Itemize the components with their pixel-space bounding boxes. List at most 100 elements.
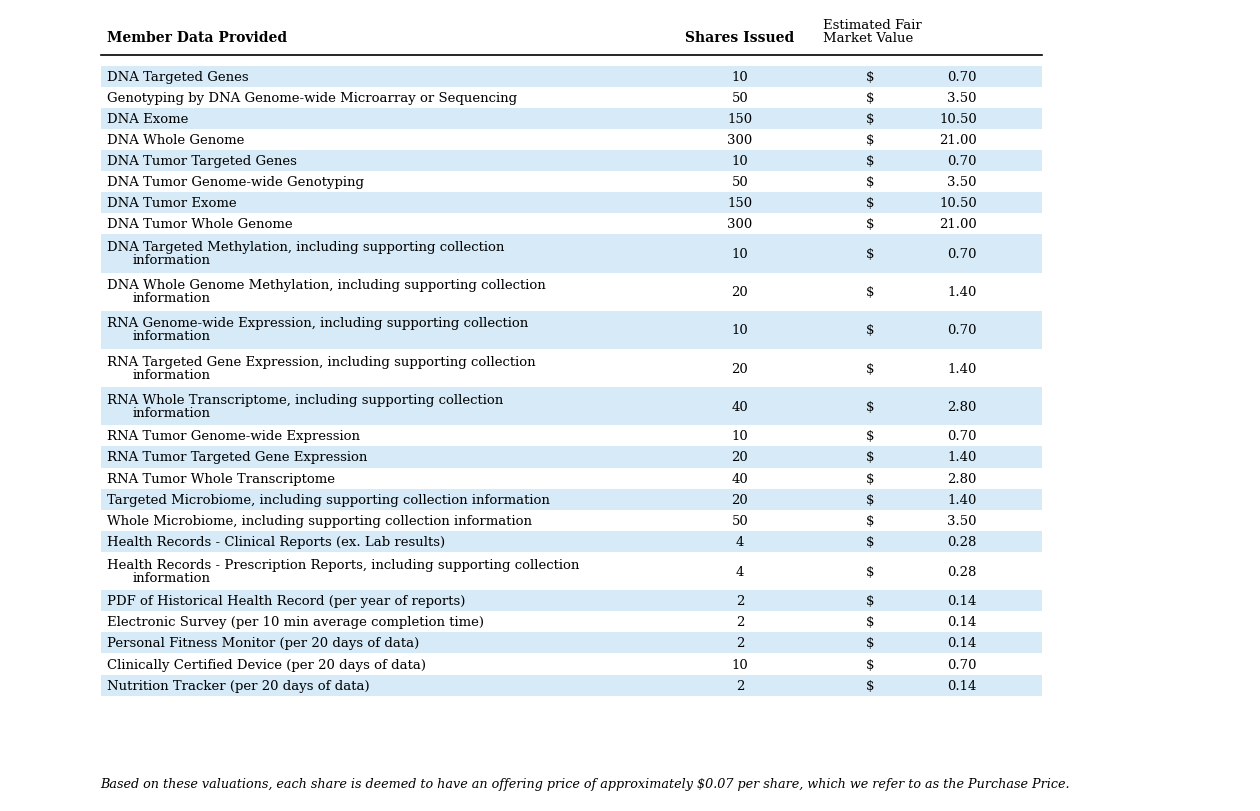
Text: 4: 4: [736, 535, 745, 548]
Text: 0.70: 0.70: [948, 71, 976, 84]
Text: DNA Tumor Genome-wide Genotyping: DNA Tumor Genome-wide Genotyping: [107, 176, 364, 189]
Text: Clinically Certified Device (per 20 days of data): Clinically Certified Device (per 20 days…: [107, 658, 426, 671]
Text: $: $: [866, 176, 874, 189]
Text: 1.40: 1.40: [948, 285, 976, 299]
Text: 10.50: 10.50: [939, 113, 977, 126]
Bar: [101, 151, 1042, 172]
Bar: [101, 531, 1042, 552]
Text: 0.70: 0.70: [948, 247, 976, 261]
Text: 10: 10: [732, 155, 748, 168]
Text: 0.70: 0.70: [948, 324, 976, 337]
Text: $: $: [866, 679, 874, 692]
Text: 1.40: 1.40: [948, 493, 976, 506]
Bar: [101, 109, 1042, 130]
Text: DNA Exome: DNA Exome: [107, 113, 188, 126]
Text: 21.00: 21.00: [939, 218, 977, 231]
Bar: [101, 633, 1042, 654]
Text: DNA Whole Genome: DNA Whole Genome: [107, 134, 244, 147]
Bar: [101, 67, 1042, 88]
Text: 0.70: 0.70: [948, 430, 976, 443]
Text: $: $: [866, 493, 874, 506]
Text: RNA Whole Transcriptome, including supporting collection: RNA Whole Transcriptome, including suppo…: [107, 393, 503, 406]
Text: 150: 150: [727, 113, 752, 126]
Text: $: $: [866, 616, 874, 629]
Text: information: information: [132, 292, 210, 305]
Text: $: $: [866, 218, 874, 231]
Text: 2: 2: [736, 637, 745, 650]
Text: DNA Tumor Exome: DNA Tumor Exome: [107, 197, 236, 210]
Text: $: $: [866, 594, 874, 607]
Text: 2: 2: [736, 616, 745, 629]
Text: $: $: [866, 134, 874, 147]
Text: $: $: [866, 451, 874, 464]
Bar: [101, 447, 1042, 468]
Text: 10: 10: [732, 324, 748, 337]
Text: $: $: [866, 400, 874, 414]
Text: $: $: [866, 71, 874, 84]
Bar: [101, 388, 1042, 426]
Text: 10: 10: [732, 71, 748, 84]
Text: RNA Tumor Targeted Gene Expression: RNA Tumor Targeted Gene Expression: [107, 451, 367, 464]
Text: $: $: [866, 472, 874, 485]
Text: Estimated Fair: Estimated Fair: [823, 19, 921, 32]
Text: information: information: [132, 330, 210, 343]
Text: Market Value: Market Value: [823, 32, 914, 45]
Text: 10: 10: [732, 430, 748, 443]
Text: 0.70: 0.70: [948, 155, 976, 168]
Bar: [101, 489, 1042, 510]
Bar: [101, 675, 1042, 696]
Text: PDF of Historical Health Record (per year of reports): PDF of Historical Health Record (per yea…: [107, 594, 465, 607]
Text: Based on these valuations, each share is deemed to have an offering price of app: Based on these valuations, each share is…: [101, 777, 1070, 790]
Text: information: information: [132, 368, 210, 381]
Text: Genotyping by DNA Genome-wide Microarray or Sequencing: Genotyping by DNA Genome-wide Microarray…: [107, 92, 517, 105]
Text: Nutrition Tracker (per 20 days of data): Nutrition Tracker (per 20 days of data): [107, 679, 369, 692]
Text: 10: 10: [732, 658, 748, 671]
Text: 3.50: 3.50: [948, 92, 976, 105]
Text: 20: 20: [732, 285, 748, 299]
Text: 2.80: 2.80: [948, 400, 976, 414]
Text: $: $: [866, 514, 874, 527]
Text: 10.50: 10.50: [939, 197, 977, 210]
Text: 3.50: 3.50: [948, 176, 976, 189]
Bar: [101, 235, 1042, 273]
Text: information: information: [132, 571, 210, 584]
Text: DNA Tumor Targeted Genes: DNA Tumor Targeted Genes: [107, 155, 296, 168]
Text: 50: 50: [732, 176, 748, 189]
Text: 0.28: 0.28: [948, 535, 976, 548]
Text: 0.28: 0.28: [948, 564, 976, 578]
Text: 0.70: 0.70: [948, 658, 976, 671]
Text: $: $: [866, 324, 874, 337]
Text: Shares Issued: Shares Issued: [685, 31, 795, 45]
Text: $: $: [866, 658, 874, 671]
Text: 10: 10: [732, 247, 748, 261]
Text: 2: 2: [736, 679, 745, 692]
Text: 20: 20: [732, 451, 748, 464]
Text: $: $: [866, 113, 874, 126]
Text: DNA Whole Genome Methylation, including supporting collection: DNA Whole Genome Methylation, including …: [107, 279, 546, 292]
Text: 21.00: 21.00: [939, 134, 977, 147]
Text: Targeted Microbiome, including supporting collection information: Targeted Microbiome, including supportin…: [107, 493, 549, 506]
Text: $: $: [866, 535, 874, 548]
Text: 0.14: 0.14: [948, 594, 976, 607]
Text: 3.50: 3.50: [948, 514, 976, 527]
Text: 300: 300: [727, 218, 752, 231]
Text: 0.14: 0.14: [948, 616, 976, 629]
Text: 0.14: 0.14: [948, 637, 976, 650]
Text: Personal Fitness Monitor (per 20 days of data): Personal Fitness Monitor (per 20 days of…: [107, 637, 418, 650]
Text: 1.40: 1.40: [948, 362, 976, 375]
Text: RNA Tumor Whole Transcriptome: RNA Tumor Whole Transcriptome: [107, 472, 335, 485]
Text: 300: 300: [727, 134, 752, 147]
Bar: [101, 193, 1042, 214]
Text: $: $: [866, 92, 874, 105]
Text: information: information: [132, 406, 210, 419]
Text: $: $: [866, 155, 874, 168]
Text: 1.40: 1.40: [948, 451, 976, 464]
Text: RNA Genome-wide Expression, including supporting collection: RNA Genome-wide Expression, including su…: [107, 317, 528, 330]
Text: DNA Tumor Whole Genome: DNA Tumor Whole Genome: [107, 218, 292, 231]
Text: DNA Targeted Genes: DNA Targeted Genes: [107, 71, 248, 84]
Text: 20: 20: [732, 362, 748, 375]
Text: $: $: [866, 564, 874, 578]
Text: Whole Microbiome, including supporting collection information: Whole Microbiome, including supporting c…: [107, 514, 532, 527]
Text: 20: 20: [732, 493, 748, 506]
Bar: [101, 590, 1042, 611]
